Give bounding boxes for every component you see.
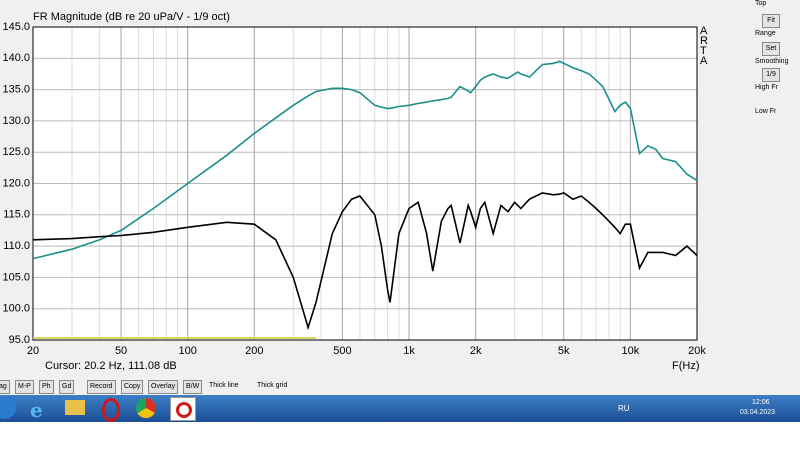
cursor-readout: Cursor: 20.2 Hz, 111.08 dB <box>45 360 177 372</box>
start-button[interactable] <box>0 397 16 419</box>
x-tick-label: 100 <box>179 345 197 357</box>
y-tick-label: 120.0 <box>2 177 30 189</box>
x-tick-label: 500 <box>333 345 351 357</box>
toolbar-button[interactable]: Overlay <box>148 380 179 394</box>
side-label: Smoothing <box>755 58 789 65</box>
side-label: High Fr <box>755 84 778 91</box>
x-tick-label: 50 <box>115 345 127 357</box>
y-tick-label: 125.0 <box>2 146 30 158</box>
toolbar-button[interactable]: B/W <box>183 380 203 394</box>
side-label: Top <box>755 0 767 7</box>
x-tick-label: 20 <box>27 345 39 357</box>
x-axis-label: F(Hz) <box>672 360 700 372</box>
arta-icon[interactable] <box>170 397 196 421</box>
taskbar: e RU 12:06 03.04.2023 <box>0 395 800 422</box>
chrome-icon[interactable] <box>136 398 156 418</box>
x-tick-label: 1k <box>403 345 415 357</box>
y-tick-label: 110.0 <box>3 240 30 252</box>
y-tick-label: 135.0 <box>2 84 30 96</box>
fr-curve <box>32 192 698 331</box>
toolbar-button[interactable]: Gd <box>59 380 75 394</box>
x-tick-label: 20k <box>688 345 706 357</box>
side-button[interactable]: 1/9 <box>762 68 780 82</box>
ie-icon[interactable]: e <box>30 398 43 422</box>
x-tick-label: 10k <box>621 345 639 357</box>
toolbar-button[interactable]: M-P <box>15 380 34 394</box>
language[interactable]: RU <box>618 404 630 413</box>
side-label: Range <box>755 30 776 37</box>
y-tick-label: 100.0 <box>2 303 30 315</box>
toolbar-button[interactable]: Record <box>87 380 116 394</box>
y-tick-label: 95.0 <box>9 334 30 346</box>
y-tick-label: 140.0 <box>2 52 30 64</box>
thick-grid-checkbox[interactable]: Thick grid <box>257 382 288 389</box>
y-tick-label: 130.0 <box>2 115 30 127</box>
chart-title: FR Magnitude (dB re 20 uPa/V - 1/9 oct) <box>33 11 230 23</box>
side-button[interactable]: Set <box>762 42 780 56</box>
opera-icon[interactable] <box>102 398 120 422</box>
x-tick-label: 5k <box>558 345 570 357</box>
y-tick-label: 115.0 <box>3 209 30 221</box>
x-tick-label: 2k <box>470 345 482 357</box>
fr-curve <box>32 60 698 260</box>
toolbar-button[interactable]: Ph <box>39 380 54 394</box>
y-tick-label: 145.0 <box>2 21 30 33</box>
toolbar-button[interactable]: ag <box>0 380 10 394</box>
chart: FR Magnitude (dB re 20 uPa/V - 1/9 oct) … <box>2 11 706 372</box>
thick-line-checkbox[interactable]: Thick line <box>209 382 239 389</box>
side-label: Low Fr <box>755 108 777 115</box>
plot-border <box>32 26 698 341</box>
toolbar-button[interactable]: Copy <box>121 380 144 394</box>
side-label: ARTA <box>700 25 708 67</box>
side-button[interactable]: Fit <box>762 14 780 28</box>
clock-date[interactable]: 03.04.2023 <box>740 409 776 416</box>
y-tick-label: 105.0 <box>2 271 30 283</box>
folder-icon[interactable] <box>65 400 85 415</box>
clock-time[interactable]: 12:06 <box>752 399 770 406</box>
x-tick-label: 200 <box>245 345 263 357</box>
